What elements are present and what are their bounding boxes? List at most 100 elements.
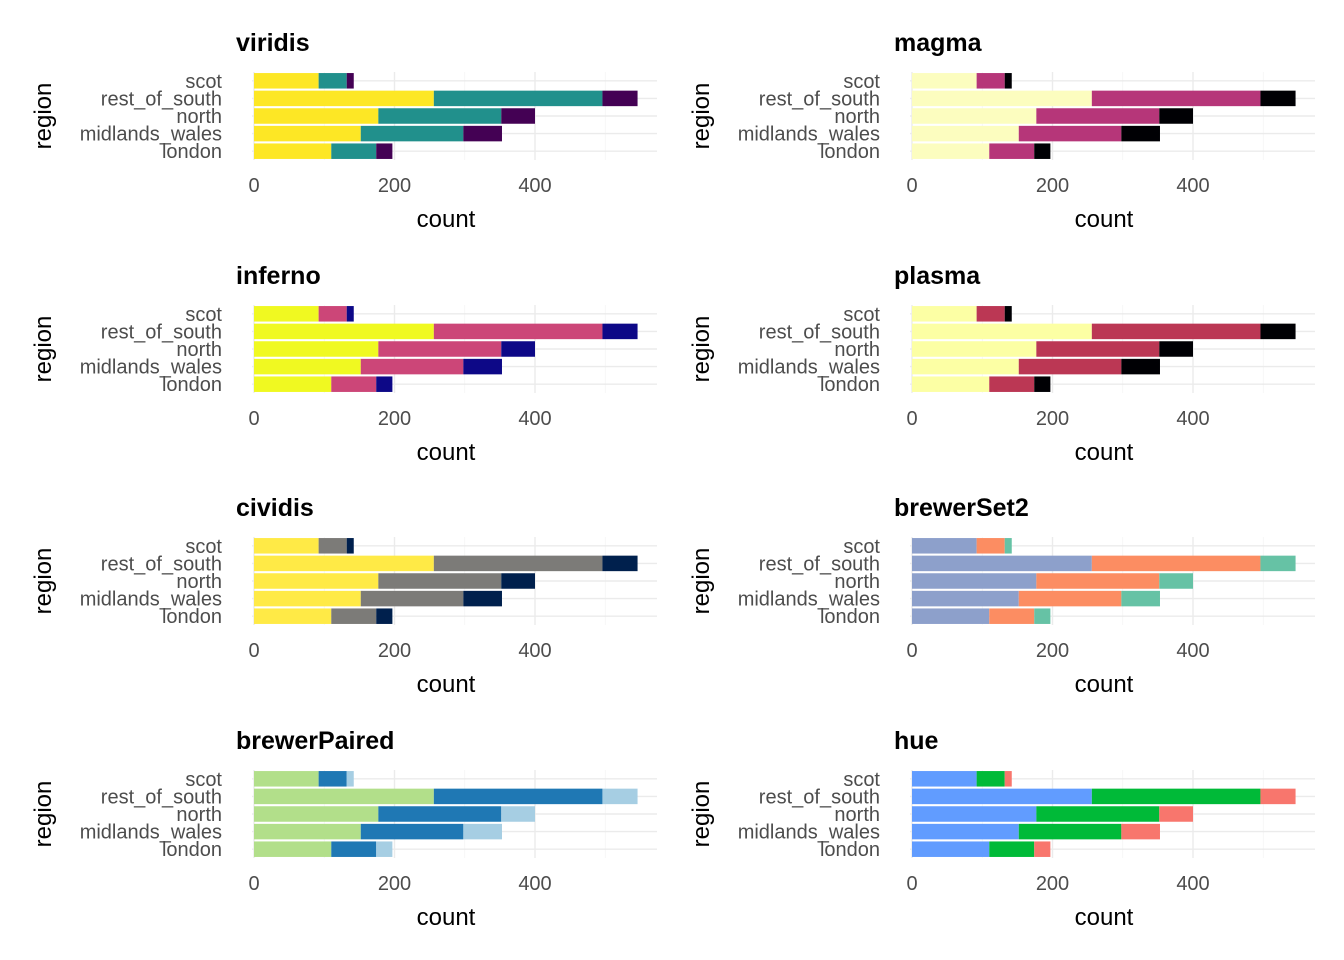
bar-rest_of_south-segment-2 <box>1091 90 1261 107</box>
x-tick-label: 200 <box>1036 175 1069 197</box>
bar-midlands_wales-segment-3 <box>1121 358 1160 375</box>
bar-north-segment-1 <box>254 108 379 124</box>
y-axis-title: region <box>688 781 715 848</box>
panel-title: viridis <box>236 29 310 57</box>
bar-north-segment-2 <box>1036 341 1160 357</box>
x-axis-title: count <box>417 904 476 931</box>
y-tick-label: midlands_wales <box>80 589 222 611</box>
y-tick-label: north <box>834 571 880 593</box>
bar-scot-segment-3 <box>346 771 354 787</box>
x-tick-label: 200 <box>1036 640 1069 662</box>
bar-north-segment-3 <box>1159 341 1193 357</box>
x-tick-label: 200 <box>378 640 411 662</box>
bar-rest_of_south-segment-3 <box>1260 788 1296 805</box>
x-axis-title: count <box>417 671 476 698</box>
x-tick-label: 0 <box>906 873 917 895</box>
bar-rest_of_south-segment-3 <box>1260 90 1296 107</box>
bar-midlands_wales-segment-3 <box>1121 823 1160 840</box>
bar-north-segment-3 <box>501 573 535 589</box>
bar-midlands_wales-segment-1 <box>912 125 1019 142</box>
bar-north-segment-3 <box>1159 573 1193 589</box>
bar-midlands_wales-segment-1 <box>912 823 1019 840</box>
bar-midlands_wales-segment-3 <box>1121 125 1160 142</box>
x-tick-label: 400 <box>518 408 551 430</box>
panel-title: hue <box>894 727 939 755</box>
y-tick-label: london <box>820 839 880 861</box>
chart-panel-magma: magma scotrest_of_southnorthmidlands_wale… <box>688 29 1315 233</box>
y-tick-label: scot <box>843 71 880 93</box>
x-tick-label: 0 <box>906 175 917 197</box>
bar-midlands_wales-segment-2 <box>1018 125 1122 142</box>
bar-london-segment-1 <box>254 841 332 857</box>
bar-north-segment-3 <box>501 341 535 357</box>
bar-scot-segment-1 <box>912 771 977 787</box>
bar-rest_of_south-segment-3 <box>602 323 638 340</box>
x-tick-label: 0 <box>906 640 917 662</box>
bar-rest_of_south-segment-1 <box>254 323 434 340</box>
bar-north-segment-2 <box>1036 108 1160 124</box>
chart-panel-viridis: viridis scotrest_of_southnorthmidlands_wa… <box>30 29 657 233</box>
bar-rest_of_south-segment-2 <box>1091 323 1261 340</box>
bar-london-segment-3 <box>1034 608 1051 624</box>
bar-midlands_wales-segment-3 <box>1121 590 1160 607</box>
y-axis-title: region <box>30 316 57 383</box>
y-tick-label: scot <box>843 304 880 326</box>
bar-north-segment-3 <box>1159 806 1193 822</box>
bar-london-segment-3 <box>376 608 393 624</box>
panel-title: brewerSet2 <box>894 494 1029 522</box>
bar-scot-segment-1 <box>254 306 319 322</box>
x-tick-label: 200 <box>1036 408 1069 430</box>
panel-title: inferno <box>236 262 321 290</box>
bar-london-segment-1 <box>254 376 332 392</box>
bar-london-segment-1 <box>254 143 332 159</box>
bar-north-segment-3 <box>501 806 535 822</box>
bar-midlands_wales-segment-2 <box>1018 358 1122 375</box>
x-tick-label: 200 <box>378 873 411 895</box>
bar-london-segment-1 <box>912 376 990 392</box>
y-tick-label: london <box>162 606 222 628</box>
y-tick-label: north <box>176 339 222 361</box>
x-tick-label: 0 <box>248 175 259 197</box>
chart-panel-cividis: cividis scotrest_of_southnorthmidlands_wa… <box>30 494 657 698</box>
x-tick-label: 400 <box>518 640 551 662</box>
bar-london-segment-2 <box>989 841 1035 857</box>
x-tick-label: 400 <box>1176 873 1209 895</box>
bar-london-segment-2 <box>989 608 1035 624</box>
x-axis-title: count <box>417 206 476 233</box>
bar-midlands_wales-segment-2 <box>360 590 464 607</box>
bar-london-segment-1 <box>254 608 332 624</box>
bar-midlands_wales-segment-1 <box>912 358 1019 375</box>
bar-midlands_wales-segment-2 <box>360 125 464 142</box>
bar-london-segment-1 <box>912 143 990 159</box>
y-tick-label: scot <box>185 536 222 558</box>
bar-scot-segment-1 <box>912 306 977 322</box>
bar-scot-segment-1 <box>254 771 319 787</box>
bar-scot-segment-3 <box>1004 771 1012 787</box>
x-axis-title: count <box>1075 206 1134 233</box>
panel-title: plasma <box>894 262 981 290</box>
chart-panel-plasma: plasma scotrest_of_southnorthmidlands_wal… <box>688 262 1315 466</box>
y-tick-label: london <box>162 839 222 861</box>
bar-scot-segment-2 <box>318 538 347 554</box>
x-tick-label: 400 <box>1176 175 1209 197</box>
bar-north-segment-1 <box>254 573 379 589</box>
x-tick-label: 400 <box>518 175 551 197</box>
bar-scot-segment-2 <box>976 306 1005 322</box>
bar-london-segment-2 <box>989 143 1035 159</box>
y-tick-label: midlands_wales <box>738 589 880 611</box>
bar-scot-segment-3 <box>1004 538 1012 554</box>
y-tick-label: midlands_wales <box>738 124 880 146</box>
bar-rest_of_south-segment-3 <box>602 90 638 107</box>
y-tick-label: rest_of_south <box>101 786 222 808</box>
bar-rest_of_south-segment-1 <box>254 788 434 805</box>
x-tick-label: 0 <box>248 640 259 662</box>
bar-midlands_wales-segment-3 <box>463 590 502 607</box>
x-axis-title: count <box>1075 439 1134 466</box>
y-tick-label: scot <box>185 304 222 326</box>
bar-midlands_wales-segment-1 <box>254 823 361 840</box>
y-tick-label: north <box>176 571 222 593</box>
y-tick-label: north <box>176 804 222 826</box>
x-tick-label: 0 <box>906 408 917 430</box>
bar-london-segment-3 <box>1034 376 1051 392</box>
panel-title: cividis <box>236 494 314 522</box>
